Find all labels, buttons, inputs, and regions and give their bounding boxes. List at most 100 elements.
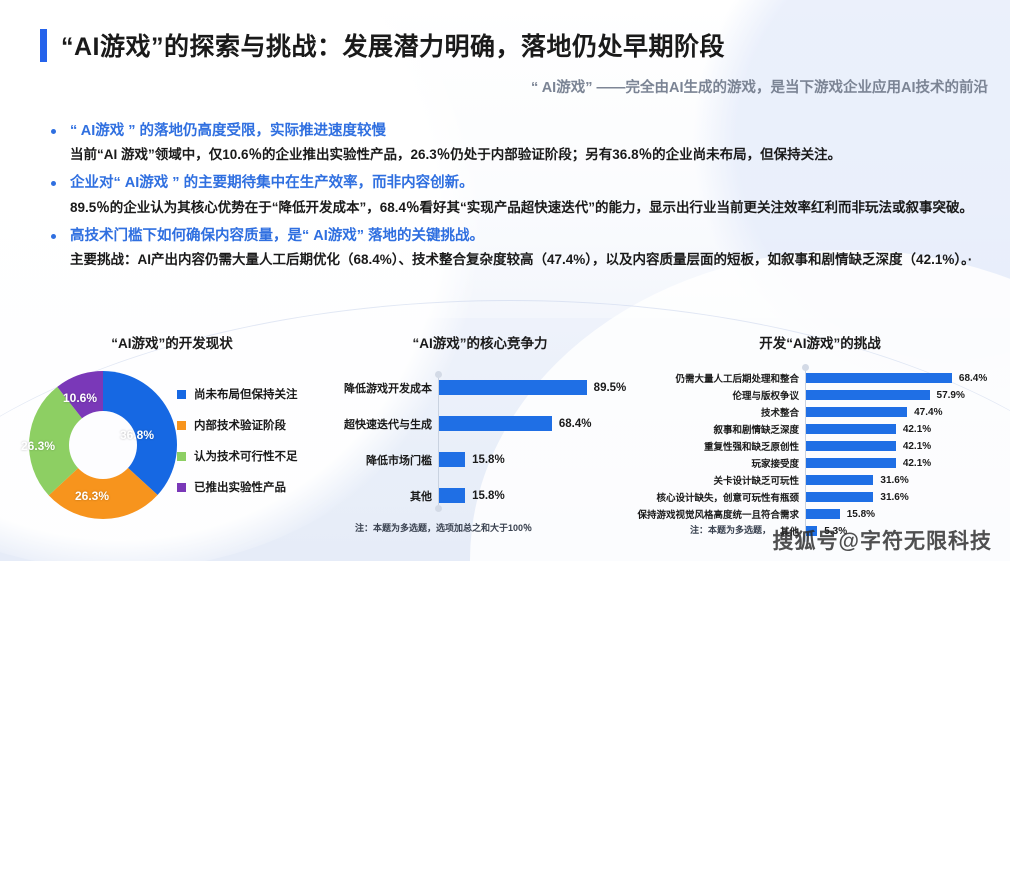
bullet-item: 高技术门槛下如何确保内容质量，是“ AI游戏” 落地的关键挑战。 主要挑战：AI… [47, 225, 987, 271]
legend-item: 尚未布局但保持关注 [177, 386, 298, 402]
legend-label: 内部技术验证阶段 [194, 420, 286, 432]
donut-chart [28, 371, 178, 519]
bar-row: 核心设计缺失，创意可玩性有瓶颈 31.6% [656, 491, 966, 505]
legend-label: 认为技术可行性不足 [194, 451, 298, 463]
donut-value-2: 26.3% [21, 439, 56, 453]
legend-label: 尚未布局但保持关注 [194, 389, 298, 401]
legend-swatch-icon [177, 451, 186, 461]
bar-row: 超快速迭代与生成 68.4% [344, 416, 604, 431]
bar-value: 15.8% [846, 508, 876, 520]
bullet-dot-icon [51, 181, 56, 187]
bar-value: 5.3% [824, 525, 848, 537]
bar-value: 47.4% [914, 406, 943, 418]
bar-value: 42.1% [902, 457, 932, 469]
bar [806, 526, 818, 536]
bar [439, 488, 466, 503]
donut-value-1: 26.3% [75, 489, 110, 503]
bar-value: 68.4% [558, 417, 592, 430]
chart-note: 注：本题为多选题，选项加总之和大于100％ [355, 523, 533, 533]
page-subtitle: “ AI游戏” ——完全由AI生成的游戏，是当下游戏企业应用AI技术的前沿 [530, 80, 988, 96]
bar-label: 技术整合 [760, 408, 799, 419]
bar-row: 玩家接受度 42.1% [751, 457, 966, 471]
bar-label: 仍需大量人工后期处理和整合 [675, 374, 799, 385]
bar-value: 31.6% [880, 491, 909, 503]
bar-row: 叙事和剧情缺乏深度 42.1% [713, 423, 966, 437]
bar-row: 重复性强和缺乏原创性 42.1% [704, 440, 966, 454]
bar-row: 降低市场门槛 15.8% [366, 452, 604, 467]
bar-label: 其他 [410, 490, 432, 503]
bar-row: 伦理与版权争议 57.9% [732, 389, 966, 403]
legend-item: 内部技术验证阶段 [177, 417, 298, 433]
chart-title: 开发“AI游戏”的挑战 [759, 336, 881, 351]
bullet-dot-icon [51, 233, 56, 239]
bar [439, 416, 552, 431]
bullet-item: “ AI游戏 ” 的落地仍高度受限，实际推进速度较慢 当前“AI 游戏”领域中，… [47, 120, 987, 166]
bar-value: 89.5% [593, 381, 627, 394]
donut-slice [48, 445, 158, 519]
chart-axis [435, 371, 442, 512]
bar-label: 其他 [779, 527, 799, 538]
bar [806, 373, 952, 383]
bar [806, 509, 840, 519]
legend-item: 认为技术可行性不足 [177, 448, 298, 464]
page-title-text: “AI游戏”的探索与挑战：发展潜力明确，落地仍处早期阶段 [61, 33, 726, 61]
bar-label: 关卡设计缺乏可玩性 [713, 476, 799, 487]
bar [806, 492, 874, 502]
bar-row: 降低游戏开发成本 89.5% [344, 380, 626, 395]
bar-label: 核心设计缺失，创意可玩性有瓶颈 [656, 493, 799, 504]
chart-title: “AI游戏”的核心竞争力 [412, 336, 548, 351]
bar-row: 其他 5.3% [780, 525, 966, 539]
bar [439, 380, 587, 395]
bar-label: 伦理与版权争议 [732, 391, 799, 402]
title-accent-bar [40, 28, 47, 62]
bar-row: 技术整合 47.4% [761, 406, 966, 420]
chart-development-status: “AI游戏”的开发现状 36.8% 26.3% 26.3% 10.6% 尚未布局… [21, 332, 322, 544]
bar [806, 441, 896, 451]
bar [806, 424, 896, 434]
bar-label: 叙事和剧情缺乏深度 [713, 425, 799, 436]
bar-label: 超快速迭代与生成 [344, 418, 432, 431]
bullet-dot-icon [51, 129, 56, 134]
bar-value: 15.8% [472, 489, 505, 502]
bullet-heading: 企业对“ AI游戏 ” 的主要期待集中在生产效率，而非内容创新。 [70, 175, 474, 192]
bar-value: 68.4% [958, 372, 988, 384]
bar [439, 452, 466, 467]
donut-legend: 尚未布局但保持关注 内部技术验证阶段 认为技术可行性不足 已推出实验性产品 [177, 386, 298, 510]
bar-row: 保持游戏视觉风格高度统一且符合需求 15.8% [637, 508, 966, 522]
page-title: “AI游戏”的探索与挑战：发展潜力明确，落地仍处早期阶段 [40, 27, 725, 63]
donut-value-3: 10.6% [63, 391, 98, 405]
bar-row: 关卡设计缺乏可玩性 31.6% [713, 474, 966, 488]
bullet-heading: “ AI游戏 ” 的落地仍高度受限，实际推进速度较慢 [70, 123, 387, 139]
legend-swatch-icon [177, 389, 186, 399]
bullet-body: 89.5％的企业认为其核心优势在于“降低开发成本”，68.4％看好其“实现产品超… [70, 199, 974, 215]
bar [806, 458, 896, 468]
bullet-body: 当前“AI 游戏”领域中，仅10.6％的企业推出实验性产品，26.3％仍处于内部… [70, 147, 842, 163]
bullet-body: 主要挑战：AI产出内容仍需大量人工后期优化（68.4%）、技术整合复杂度较高（4… [70, 252, 973, 268]
bar-value: 31.6% [880, 474, 909, 486]
bullet-item: 企业对“ AI游戏 ” 的主要期待集中在生产效率，而非内容创新。 89.5％的企… [47, 172, 987, 218]
charts-row: “AI游戏”的开发现状 36.8% 26.3% 26.3% 10.6% 尚未布局… [0, 332, 1010, 561]
chart-development-challenges: 开发“AI游戏”的挑战 仍需大量人工后期处理和整合 68.4% 伦理与版权争议 57.… [637, 332, 1010, 546]
chart-axis [802, 364, 809, 542]
bar [806, 475, 874, 485]
bar-row: 仍需大量人工后期处理和整合 68.4% [675, 373, 987, 386]
bullet-heading: 高技术门槛下如何确保内容质量，是“ AI游戏” 落地的关键挑战。 [70, 227, 485, 244]
legend-swatch-icon [177, 420, 186, 430]
bar-label: 玩家接受度 [751, 459, 799, 470]
bar-label: 降低市场门槛 [366, 454, 432, 467]
bar-label: 保持游戏视觉风格高度统一且符合需求 [637, 510, 799, 521]
bar-value: 42.1% [902, 423, 932, 435]
chart-note: 注：本题为多选题， [690, 525, 772, 535]
bar-value: 57.9% [936, 389, 965, 401]
chart-title: “AI游戏”的开发现状 [111, 336, 233, 351]
bar [806, 390, 930, 400]
bar-label: 重复性强和缺乏原创性 [703, 442, 799, 453]
donut-value-0: 36.8% [120, 428, 155, 442]
chart-core-competitiveness: “AI游戏”的核心竞争力 降低游戏开发成本 89.5% 超快速迭代与生成 68.4% 降… [330, 332, 630, 533]
legend-item: 已推出实验性产品 [177, 479, 298, 495]
watermark: 搜狐号@字符无限科技 [772, 530, 992, 553]
donut-slice [28, 386, 103, 496]
donut-slice [103, 371, 178, 495]
bar-value: 42.1% [902, 440, 932, 452]
bar-label: 降低游戏开发成本 [344, 382, 432, 395]
